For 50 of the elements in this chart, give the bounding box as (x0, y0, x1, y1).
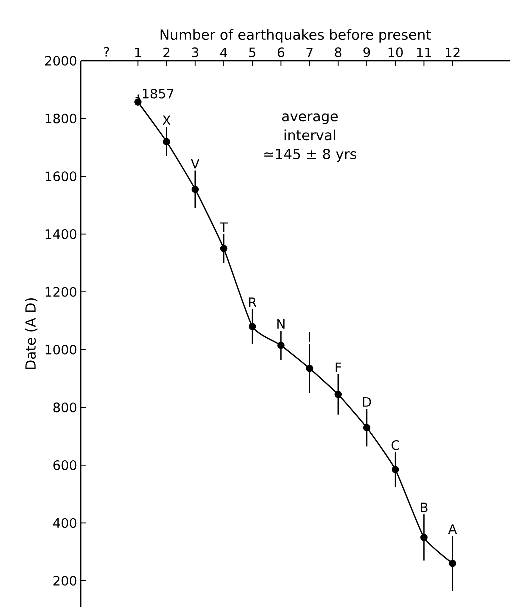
point (334, 391, 342, 398)
point (220, 245, 228, 252)
x-tick-label: 3 (192, 48, 198, 58)
y-tick-label: 600 (54, 460, 77, 470)
y-tick-label: 1000 (46, 344, 77, 355)
y-tick-label: 800 (54, 402, 77, 413)
y-axis-title: Date (A D) (25, 298, 38, 370)
annotation: B (421, 502, 428, 512)
x-tick-label: 4 (220, 48, 228, 58)
y-tick-label: 1600 (46, 172, 77, 182)
y-tick-label: 2000 (45, 56, 77, 66)
point (306, 365, 314, 372)
x-tick-label: 11 (417, 48, 432, 58)
point (163, 138, 170, 146)
annotation: T (220, 222, 228, 232)
annotation: average interval ≃145 ± 8 yrs (264, 114, 356, 162)
annotation: 1857 (143, 88, 174, 99)
point (392, 466, 400, 474)
x-tick-label: 6 (278, 48, 285, 58)
point (248, 323, 256, 330)
annotation: A (448, 524, 458, 534)
y-tick-label: 1400 (46, 229, 77, 240)
annotation: V (191, 159, 200, 169)
x-tick-label: 8 (335, 48, 342, 58)
annotation: F (336, 362, 342, 372)
point (278, 342, 285, 350)
text: ? (104, 47, 110, 57)
y-tick-label: 1200 (46, 287, 77, 298)
x-tick-label: 5 (249, 48, 256, 58)
annotation: D (363, 397, 372, 407)
point (363, 424, 371, 432)
x-tick-label: 2 (164, 48, 170, 58)
y-tick-label: 1800 (46, 114, 77, 124)
x-tick-label: 7 (306, 48, 313, 58)
point (420, 534, 428, 542)
point (192, 186, 200, 194)
point (134, 98, 142, 106)
x-tick-label: 9 (364, 48, 370, 58)
y-tick-label: 200 (54, 576, 77, 586)
annotation: X (162, 116, 171, 126)
annotation: R (249, 298, 257, 308)
annotation: I (309, 332, 310, 342)
x-tick-label: 1 (136, 48, 142, 58)
x-tick-label: 12 (446, 48, 460, 58)
point (449, 560, 456, 568)
x-tick-label: 10 (388, 48, 403, 58)
y-tick-label: 400 (53, 518, 77, 528)
annotation: C (392, 440, 400, 450)
annotation: N (278, 319, 285, 329)
x-axis-title: Number of earthquakes before present (160, 29, 432, 43)
